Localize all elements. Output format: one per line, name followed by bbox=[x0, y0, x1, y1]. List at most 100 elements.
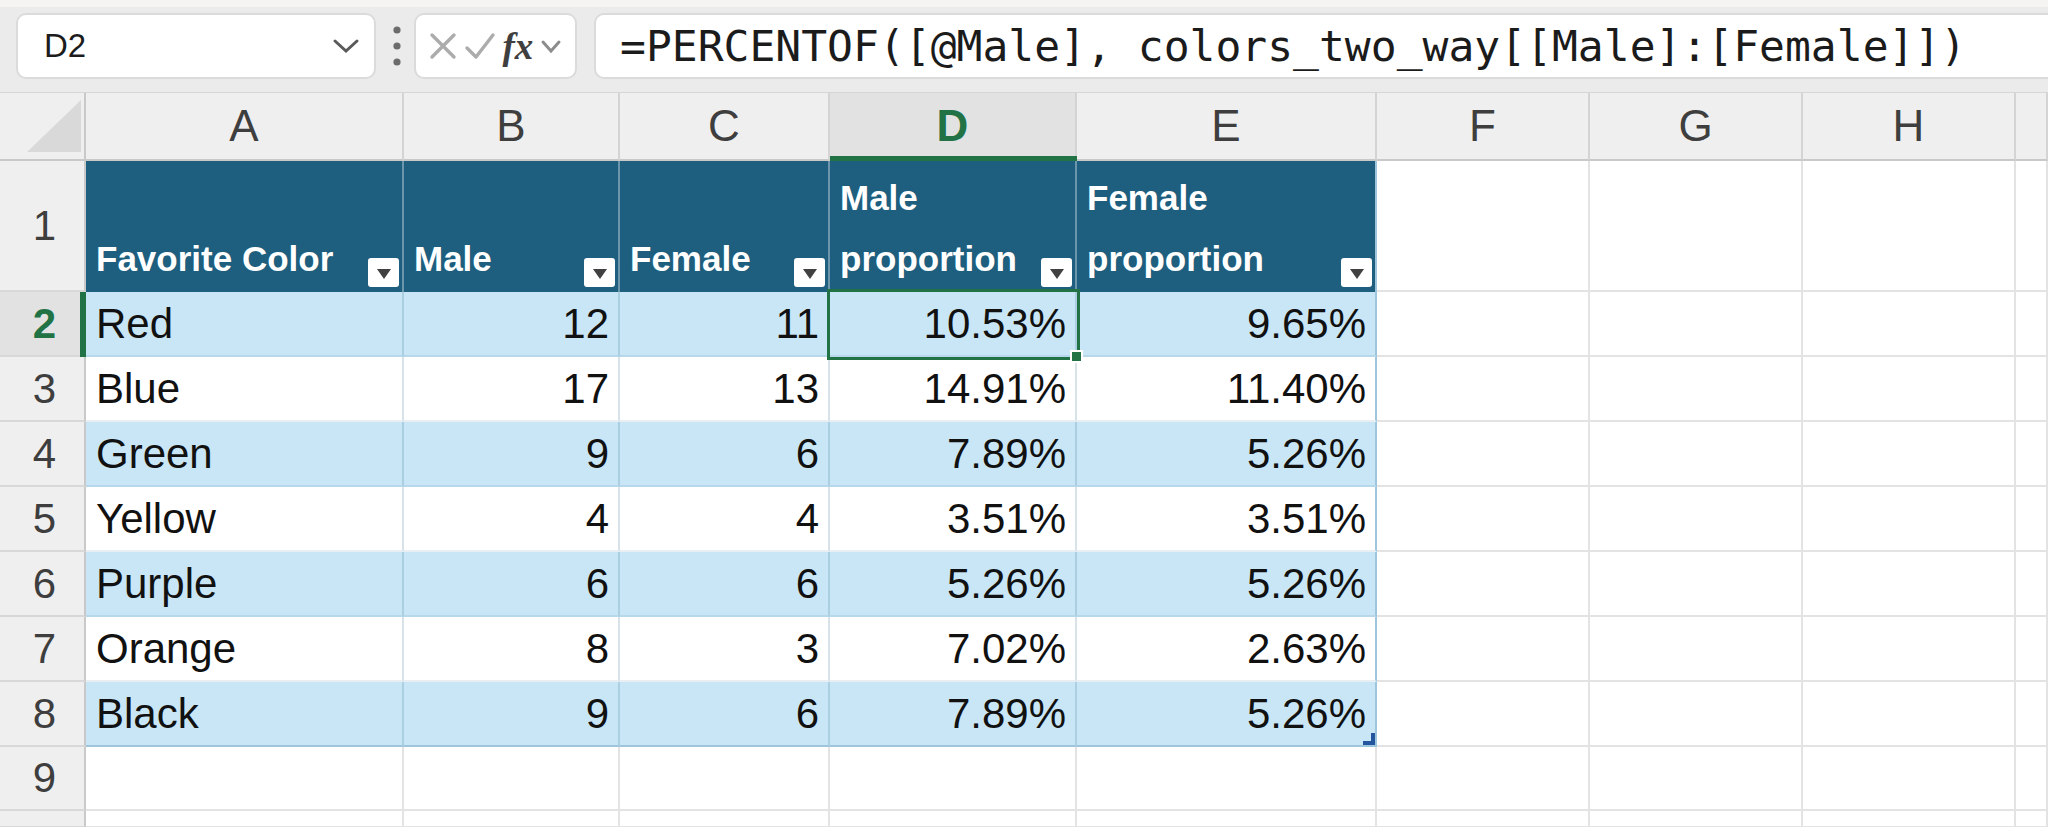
row-header-partial[interactable] bbox=[0, 811, 86, 827]
cell-G6[interactable] bbox=[1590, 552, 1803, 617]
cell-E10[interactable] bbox=[1077, 811, 1377, 827]
table-header-cell-favorite-color[interactable]: Favorite Color bbox=[86, 161, 404, 292]
column-header-a[interactable]: A bbox=[86, 93, 404, 161]
cell-G9[interactable] bbox=[1590, 747, 1803, 811]
cell-I8[interactable] bbox=[2016, 682, 2048, 747]
cell-C8[interactable]: 6 bbox=[620, 682, 830, 747]
cell-A9[interactable] bbox=[86, 747, 404, 811]
filter-button-male-proportion[interactable] bbox=[1041, 258, 1072, 287]
filter-button-female-proportion[interactable] bbox=[1341, 258, 1372, 287]
row-header-7[interactable]: 7 bbox=[0, 617, 86, 682]
column-header-c[interactable]: C bbox=[620, 93, 830, 161]
cell-E8[interactable]: 5.26% bbox=[1077, 682, 1377, 747]
cell-A10[interactable] bbox=[86, 811, 404, 827]
cell-E3[interactable]: 11.40% bbox=[1077, 357, 1377, 422]
cell-B3[interactable]: 17 bbox=[404, 357, 620, 422]
cell-H4[interactable] bbox=[1803, 422, 2016, 487]
cell-I10[interactable] bbox=[2016, 811, 2048, 827]
table-header-cell-female-proportion[interactable]: Female proportion bbox=[1077, 161, 1377, 292]
enter-check-icon[interactable] bbox=[464, 32, 496, 60]
row-header-5[interactable]: 5 bbox=[0, 487, 86, 552]
cell-H3[interactable] bbox=[1803, 357, 2016, 422]
column-header-h[interactable]: H bbox=[1803, 93, 2016, 161]
cell-H9[interactable] bbox=[1803, 747, 2016, 811]
cell-F8[interactable] bbox=[1377, 682, 1590, 747]
cell-E2[interactable]: 9.65% bbox=[1077, 292, 1377, 357]
cell-F7[interactable] bbox=[1377, 617, 1590, 682]
cell-A6[interactable]: Purple bbox=[86, 552, 404, 617]
column-header-e[interactable]: E bbox=[1077, 93, 1377, 161]
cell-B10[interactable] bbox=[404, 811, 620, 827]
cell-D3[interactable]: 14.91% bbox=[830, 357, 1077, 422]
cell-C9[interactable] bbox=[620, 747, 830, 811]
cell-C5[interactable]: 4 bbox=[620, 487, 830, 552]
table-resize-handle[interactable] bbox=[1363, 733, 1375, 745]
cell-F4[interactable] bbox=[1377, 422, 1590, 487]
cancel-icon[interactable] bbox=[429, 32, 457, 60]
cell-D5[interactable]: 3.51% bbox=[830, 487, 1077, 552]
cell-D7[interactable]: 7.02% bbox=[830, 617, 1077, 682]
cell-C10[interactable] bbox=[620, 811, 830, 827]
name-box[interactable]: D2 bbox=[16, 13, 376, 79]
cell-H8[interactable] bbox=[1803, 682, 2016, 747]
insert-function-icon[interactable]: fx bbox=[502, 28, 533, 65]
cell-E5[interactable]: 3.51% bbox=[1077, 487, 1377, 552]
cell-B4[interactable]: 9 bbox=[404, 422, 620, 487]
cell-C6[interactable]: 6 bbox=[620, 552, 830, 617]
cell-I1[interactable] bbox=[2016, 161, 2048, 292]
row-header-8[interactable]: 8 bbox=[0, 682, 86, 747]
cell-B8[interactable]: 9 bbox=[404, 682, 620, 747]
row-header-4[interactable]: 4 bbox=[0, 422, 86, 487]
cell-B5[interactable]: 4 bbox=[404, 487, 620, 552]
cell-C7[interactable]: 3 bbox=[620, 617, 830, 682]
cell-I4[interactable] bbox=[2016, 422, 2048, 487]
cell-D8[interactable]: 7.89% bbox=[830, 682, 1077, 747]
cell-I6[interactable] bbox=[2016, 552, 2048, 617]
column-header-f[interactable]: F bbox=[1377, 93, 1590, 161]
cell-B6[interactable]: 6 bbox=[404, 552, 620, 617]
table-header-cell-male-proportion[interactable]: Male proportion bbox=[830, 161, 1077, 292]
cell-A3[interactable]: Blue bbox=[86, 357, 404, 422]
cell-C3[interactable]: 13 bbox=[620, 357, 830, 422]
cell-F5[interactable] bbox=[1377, 487, 1590, 552]
cell-H2[interactable] bbox=[1803, 292, 2016, 357]
column-header-b[interactable]: B bbox=[404, 93, 620, 161]
cell-F6[interactable] bbox=[1377, 552, 1590, 617]
cell-G4[interactable] bbox=[1590, 422, 1803, 487]
cell-F10[interactable] bbox=[1377, 811, 1590, 827]
cell-D9[interactable] bbox=[830, 747, 1077, 811]
cell-C4[interactable]: 6 bbox=[620, 422, 830, 487]
cell-G8[interactable] bbox=[1590, 682, 1803, 747]
cell-G10[interactable] bbox=[1590, 811, 1803, 827]
cell-A2[interactable]: Red bbox=[86, 292, 404, 357]
cell-H6[interactable] bbox=[1803, 552, 2016, 617]
table-header-cell-male[interactable]: Male bbox=[404, 161, 620, 292]
cell-D10[interactable] bbox=[830, 811, 1077, 827]
cell-I9[interactable] bbox=[2016, 747, 2048, 811]
cell-G1[interactable] bbox=[1590, 161, 1803, 292]
filter-button-female[interactable] bbox=[794, 258, 825, 287]
column-header-d[interactable]: D bbox=[830, 93, 1077, 161]
cell-E9[interactable] bbox=[1077, 747, 1377, 811]
cell-D2[interactable]: 10.53% bbox=[830, 292, 1077, 357]
cell-G5[interactable] bbox=[1590, 487, 1803, 552]
cell-C2[interactable]: 11 bbox=[620, 292, 830, 357]
cell-I2[interactable] bbox=[2016, 292, 2048, 357]
row-header-3[interactable]: 3 bbox=[0, 357, 86, 422]
cell-E7[interactable]: 2.63% bbox=[1077, 617, 1377, 682]
cell-H1[interactable] bbox=[1803, 161, 2016, 292]
cell-G2[interactable] bbox=[1590, 292, 1803, 357]
cell-B9[interactable] bbox=[404, 747, 620, 811]
cell-F1[interactable] bbox=[1377, 161, 1590, 292]
row-header-1[interactable]: 1 bbox=[0, 161, 86, 292]
cell-H5[interactable] bbox=[1803, 487, 2016, 552]
cell-G7[interactable] bbox=[1590, 617, 1803, 682]
cell-H7[interactable] bbox=[1803, 617, 2016, 682]
row-header-2[interactable]: 2 bbox=[0, 292, 86, 357]
filter-button-favorite-color[interactable] bbox=[368, 258, 399, 287]
separator-dots-icon[interactable] bbox=[388, 13, 406, 79]
row-header-9[interactable]: 9 bbox=[0, 747, 86, 811]
cell-A5[interactable]: Yellow bbox=[86, 487, 404, 552]
cell-F9[interactable] bbox=[1377, 747, 1590, 811]
cell-A4[interactable]: Green bbox=[86, 422, 404, 487]
